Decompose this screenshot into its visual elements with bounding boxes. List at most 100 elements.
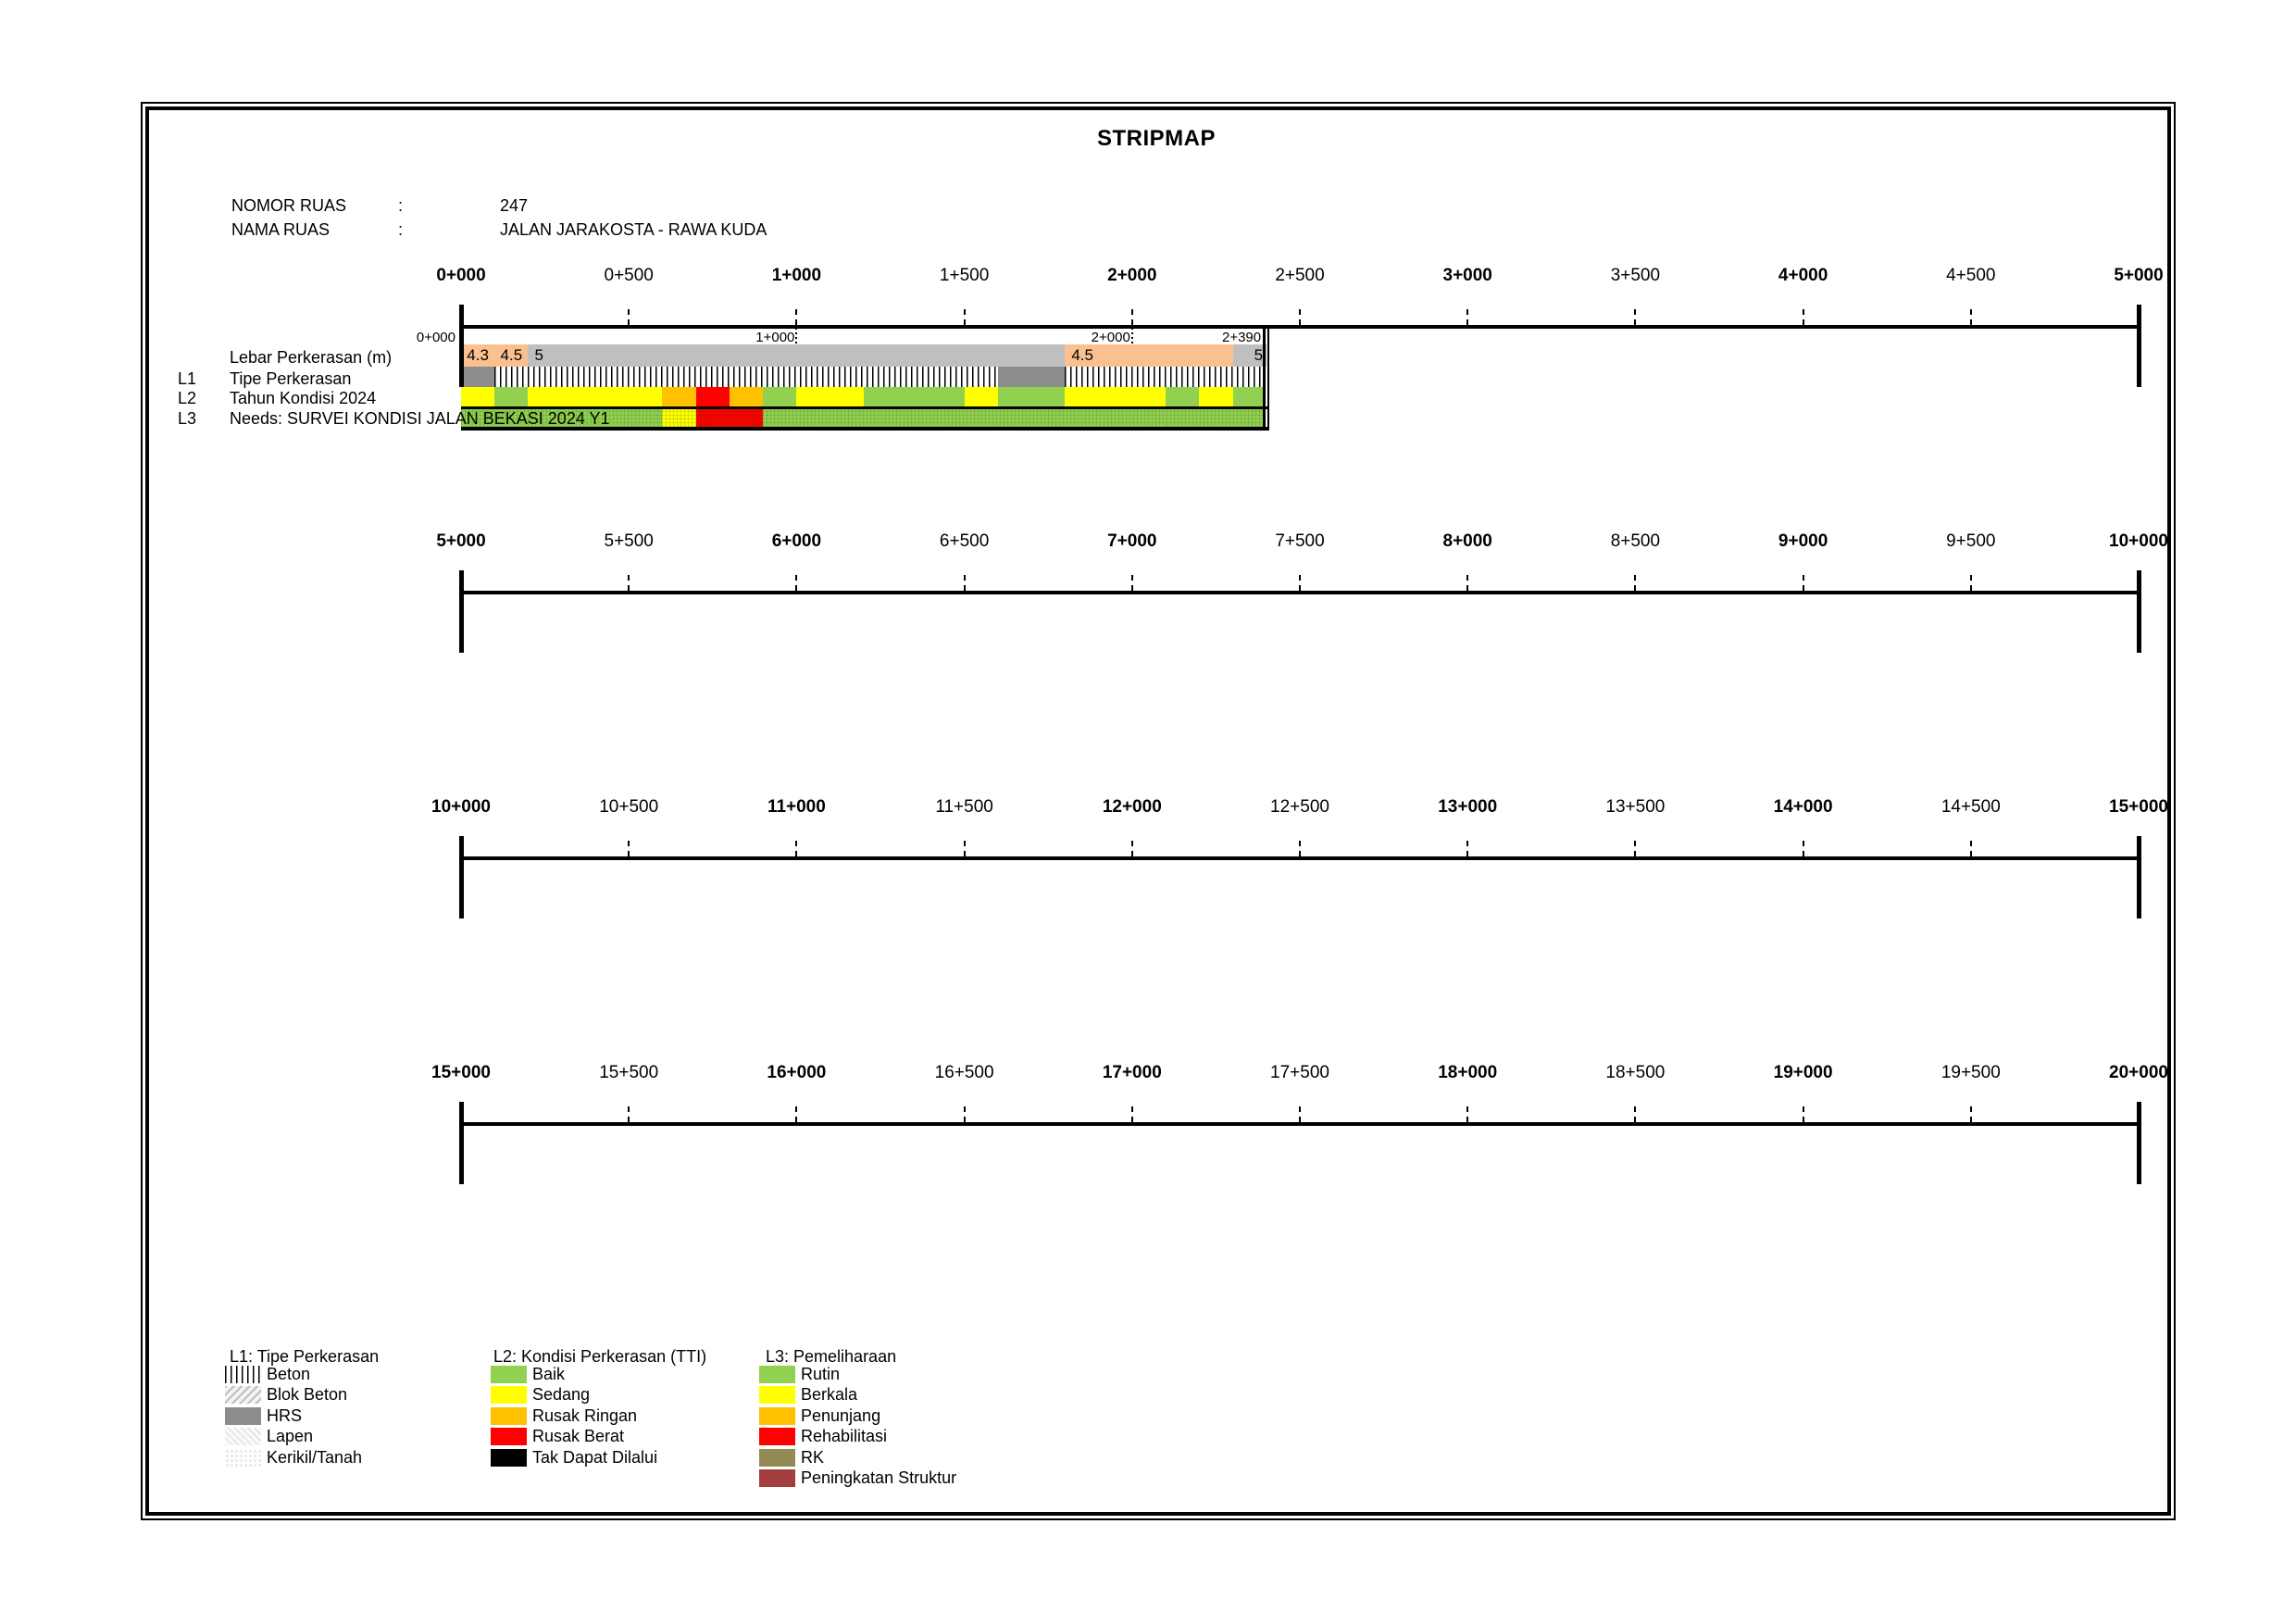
ruler-tick-label: 15+000 xyxy=(2109,797,2168,817)
strip-segment-l2-sedang xyxy=(796,387,864,406)
strip-segment-l1-beton xyxy=(494,367,998,387)
ruler-tick xyxy=(1969,836,1972,856)
strip-mini-label: 0+000 xyxy=(416,330,455,345)
legend-group-title: L3: Pemeliharaan xyxy=(766,1347,897,1366)
ruler-tick-label: 17+000 xyxy=(1102,1063,1162,1082)
rusak_berat-swatch xyxy=(491,1428,527,1446)
strip-segment-l2-rusak_ringan xyxy=(729,387,764,406)
ruler-tick xyxy=(963,570,966,591)
nomor-ruas-label: NOMOR RUAS xyxy=(231,196,347,215)
ruler-tick-label: 11+500 xyxy=(935,797,993,817)
ruler-tick xyxy=(1130,305,1133,325)
ruler-tick xyxy=(1466,570,1469,591)
ruler-tick-label: 14+500 xyxy=(1940,797,2001,817)
ruler-tick xyxy=(963,1102,966,1122)
ruler-tick xyxy=(1466,836,1469,856)
ruler-end-bar xyxy=(459,570,464,653)
rehabilitasi-swatch xyxy=(759,1428,795,1446)
strip-mini-label: 2+390 xyxy=(1221,330,1262,345)
strip-segment-l2-baik xyxy=(997,387,1066,406)
nomor-ruas-value: 247 xyxy=(500,196,529,215)
ruler-tick-label: 19+000 xyxy=(1773,1063,1833,1082)
penunjang-swatch xyxy=(759,1406,795,1425)
strip-segment-l2-rusak_ringan xyxy=(662,387,696,406)
ruler-tick-label: 7+000 xyxy=(1107,531,1157,551)
strip-segment-lebar: 5 xyxy=(528,344,1072,367)
ruler-tick-label: 2+500 xyxy=(1275,266,1325,285)
legend-item-label: Kerikil/Tanah xyxy=(267,1447,363,1467)
ruler-tick-label: 20+000 xyxy=(2109,1063,2168,1082)
legend-item-label: Peningkatan Struktur xyxy=(801,1468,957,1487)
legend-item-label: HRS xyxy=(267,1405,303,1425)
ruler-tick xyxy=(795,305,798,325)
ruler-end-bar xyxy=(459,1102,464,1184)
ruler-tick-label: 15+500 xyxy=(599,1063,659,1082)
ruler-tick xyxy=(1466,1102,1469,1122)
strip-segment-l3-berkala xyxy=(662,409,696,427)
nama-ruas-label: NAMA RUAS xyxy=(231,220,331,239)
ruler-tick xyxy=(795,836,798,856)
ruler-tick xyxy=(1802,836,1804,856)
ruler-tick-label: 15+000 xyxy=(431,1063,491,1082)
strip-segment-l2-baik xyxy=(1232,387,1264,406)
legend-group-title: L2: Kondisi Perkerasan (TTI) xyxy=(493,1347,707,1366)
ruler-tick xyxy=(1969,305,1972,325)
strip-segment-l1-beton xyxy=(1065,367,1264,387)
strip-segment-l3-rutin xyxy=(763,409,1264,427)
strip-segment-lebar: 4.3 xyxy=(461,344,495,367)
strip-segment-l2-sedang xyxy=(1065,387,1167,406)
ruler-tick-label: 4+500 xyxy=(1946,266,1996,285)
ruler-tick xyxy=(1130,570,1133,591)
strip-segment-l2-sedang xyxy=(461,387,495,406)
berkala-swatch xyxy=(759,1386,795,1405)
ruler-tick-label: 17+500 xyxy=(1270,1063,1329,1082)
ruler-tick xyxy=(628,1102,630,1122)
sedang-swatch xyxy=(491,1386,527,1405)
ruler-tick xyxy=(1466,305,1469,325)
ruler-tick-label: 8+500 xyxy=(1610,531,1661,551)
ruler-tick xyxy=(1634,305,1637,325)
strip-row-label-l2: Tahun Kondisi 2024 xyxy=(230,389,377,407)
strip-l3-top-border xyxy=(461,406,1269,409)
hrs-swatch xyxy=(225,1406,261,1425)
strip-segment-l1-hrs xyxy=(461,367,495,387)
ruler-end-bar xyxy=(2137,1102,2141,1184)
ruler-tick xyxy=(1969,1102,1972,1122)
ruler-tick-label: 4+000 xyxy=(1778,266,1828,285)
strip-row-label-lebar: Lebar Perkerasan (m) xyxy=(230,348,393,367)
strip-row-tag-l3: L3 xyxy=(178,409,197,428)
ruler-4-line xyxy=(461,1122,2139,1126)
ruler-end-bar xyxy=(2137,836,2141,918)
strip-segment-l2-sedang xyxy=(528,387,663,406)
ruler-tick-label: 13+500 xyxy=(1605,797,1666,817)
ruler-tick xyxy=(963,305,966,325)
ruler-tick-label: 0+500 xyxy=(604,266,654,285)
strip-mini-label: 1+000 xyxy=(755,330,795,345)
ruler-tick-label: 6+500 xyxy=(939,531,990,551)
ruler-tick-label: 19+500 xyxy=(1940,1063,2001,1082)
ruler-tick-label: 13+000 xyxy=(1438,797,1498,817)
strip-segment-l1-hrs xyxy=(997,367,1066,387)
ruler-tick xyxy=(1802,305,1804,325)
legend-item-label: Penunjang xyxy=(801,1405,881,1425)
rusak_ringan-swatch xyxy=(491,1406,527,1425)
ruler-tick xyxy=(1299,836,1301,856)
legend-item-label: Lapen xyxy=(267,1427,314,1446)
strip-start-bar xyxy=(459,305,464,387)
legend-item-label: Tak Dapat Dilalui xyxy=(532,1447,658,1467)
strip-row-tag-l2: L2 xyxy=(178,389,197,407)
ruler-end-bar xyxy=(2137,570,2141,653)
nomor-ruas-separator: : xyxy=(398,196,404,215)
strip-row-label-l1: Tipe Perkerasan xyxy=(230,369,352,388)
ruler-3-line xyxy=(461,856,2139,860)
ruler-tick-label: 1+500 xyxy=(939,266,990,285)
strip-segment-l3-rehabilitasi xyxy=(695,409,764,427)
ruler-1-line xyxy=(461,325,2139,329)
strip-segment-l3-rutin xyxy=(461,409,663,427)
strip-mini-label: 2+000 xyxy=(1091,330,1130,345)
ruler-tick xyxy=(1299,570,1301,591)
strip-end-border xyxy=(1263,325,1267,431)
nama-ruas-separator: : xyxy=(398,220,404,239)
strip-row-label-l3: Needs: SURVEI KONDISI JALAN BEKASI 2024 … xyxy=(230,409,610,428)
